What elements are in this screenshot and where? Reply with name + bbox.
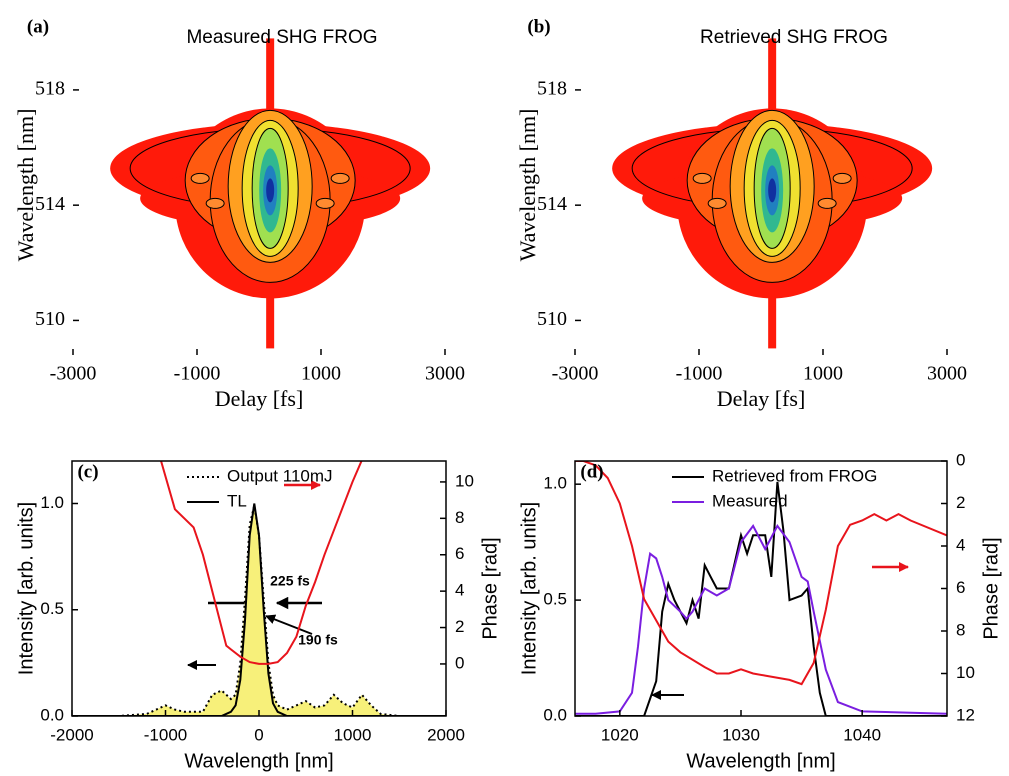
y2-tick-label: 8: [455, 508, 464, 527]
panel-label: (c): [77, 461, 98, 482]
y2-tick-label: 4: [455, 581, 464, 600]
y-tick-label: 514: [35, 193, 65, 215]
x-tick-label: -2000: [50, 725, 93, 744]
legend-label: Retrieved from FROG: [712, 466, 877, 485]
line: [72, 503, 446, 716]
x-tick-label: 2000: [427, 725, 465, 744]
y2-tick-label: 12: [956, 705, 975, 724]
panel: -3000 -1000 1000 3000 510 514 518 Delay [fs] Wav…: [515, 16, 967, 411]
trace-region: [190, 172, 210, 184]
y-axis-label: Intensity [arb. units]: [518, 502, 540, 675]
y2-tick-label: 2: [956, 493, 965, 512]
x-tick-label: -3000: [50, 363, 97, 385]
x-tick-label: -1000: [676, 363, 723, 385]
arrow: [265, 614, 313, 635]
panel-label: (d): [580, 461, 603, 482]
x-axis-label: Wavelength [nm]: [686, 750, 835, 772]
panel-label: (b): [527, 16, 550, 37]
panel: -3000 -1000 1000 3000 510 514 518 Delay [fs] Wav…: [13, 16, 465, 411]
trace-region: [768, 178, 777, 203]
panel: 1020 1030 1040 0.0 0.5 1.0 0 2 4 6 8 10 12 Wavelength…: [518, 450, 1002, 772]
x-tick-label: 1030: [722, 725, 760, 744]
x-tick-label: 3000: [425, 363, 465, 385]
y-tick-label: 518: [537, 78, 567, 100]
line: [575, 524, 947, 715]
x-tick-label: 1000: [334, 725, 372, 744]
annotation: 190 fs: [298, 632, 338, 648]
y2-tick-label: 2: [455, 617, 464, 636]
plot: [575, 461, 947, 716]
panel: -2000 -1000 0 1000 2000 0.0 0.5 1.0 0 2 4 6 8 10 Wavel…: [15, 460, 501, 772]
y-tick-label: 0.5: [40, 599, 64, 618]
x-tick-label: 0: [254, 725, 263, 744]
legend-label: Measured: [712, 491, 788, 510]
trace-region: [692, 172, 712, 184]
x-tick-label: 1000: [301, 363, 341, 385]
y2-tick-label: 10: [455, 471, 474, 490]
y-tick-label: 0.5: [543, 590, 567, 609]
y2-tick-label: 6: [455, 544, 464, 563]
trace-region: [330, 172, 350, 184]
x-tick-label: -1000: [144, 725, 187, 744]
x-tick-label: 3000: [927, 363, 967, 385]
chart-title: Retrieved SHG FROG: [700, 27, 888, 48]
y-tick-label: 0.0: [40, 705, 64, 724]
y-tick-label: 510: [537, 308, 567, 330]
panel-label: (a): [27, 16, 49, 37]
area: [72, 505, 446, 716]
x-axis-label: Delay [fs]: [717, 386, 806, 411]
chart-title: Measured SHG FROG: [186, 27, 377, 48]
y2-tick-label: 0: [956, 450, 965, 469]
y2-tick-label: 6: [956, 578, 965, 597]
x-axis-label: Wavelength [nm]: [184, 750, 333, 772]
plot: [72, 461, 446, 716]
x-tick-label: 1020: [601, 725, 639, 744]
y-tick-label: 1.0: [40, 493, 64, 512]
y2-tick-label: 4: [956, 535, 965, 554]
y2-tick-label: 8: [956, 620, 965, 639]
y2-axis-label: Phase [rad]: [479, 537, 501, 639]
y-axis-label: Wavelength [nm]: [13, 109, 38, 262]
trace-region: [817, 197, 837, 209]
trace-region: [205, 197, 225, 209]
annotation: 225 fs: [270, 573, 310, 589]
x-tick-label: 1040: [843, 725, 881, 744]
trace-region: [832, 172, 852, 184]
trace-region: [707, 197, 727, 209]
trace-region: [266, 178, 275, 203]
x-tick-label: 1000: [803, 363, 843, 385]
y2-axis-label: Phase [rad]: [980, 537, 1002, 639]
y2-tick-label: 10: [956, 663, 975, 682]
x-tick-label: -1000: [174, 363, 221, 385]
y-tick-label: 1.0: [543, 474, 567, 493]
line: [160, 461, 363, 665]
y-axis-label: Intensity [arb. units]: [15, 502, 37, 675]
line: [575, 461, 947, 686]
x-tick-label: -3000: [552, 363, 599, 385]
y-tick-label: 510: [35, 308, 65, 330]
legend-label: Output 110mJ: [227, 466, 333, 485]
trace-region: [315, 197, 335, 209]
y-axis-label: Wavelength [nm]: [515, 109, 540, 262]
x-axis-label: Delay [fs]: [215, 386, 304, 411]
y-tick-label: 0.0: [543, 705, 567, 724]
y-tick-label: 518: [35, 78, 65, 100]
legend-label: TL: [227, 491, 247, 510]
y2-tick-label: 0: [455, 653, 464, 672]
y-tick-label: 514: [537, 193, 567, 215]
